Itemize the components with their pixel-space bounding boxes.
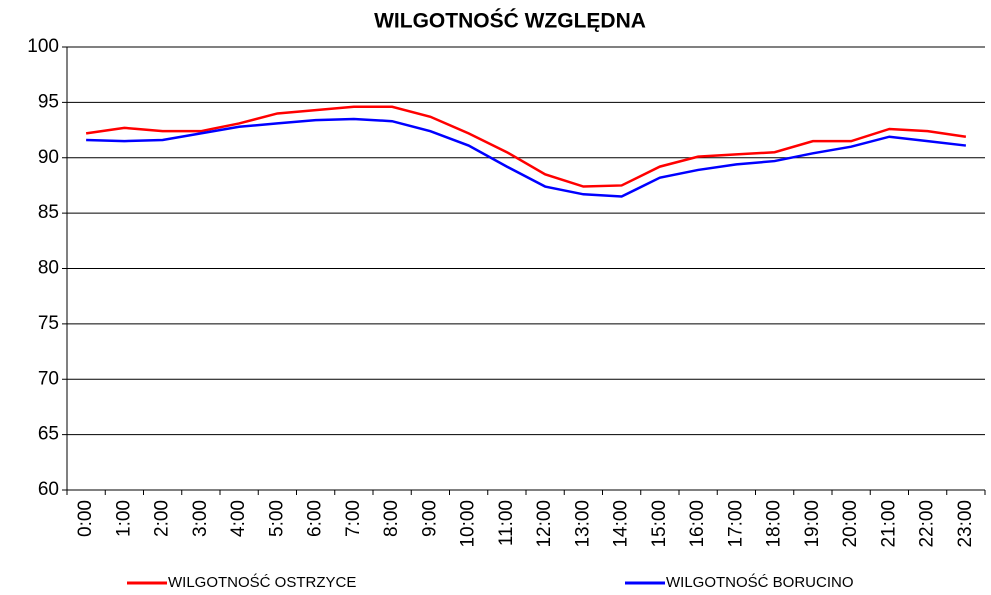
x-tick-label: 7:00 xyxy=(343,500,364,537)
x-tick-label: 16:00 xyxy=(687,500,708,548)
legend-label: WILGOTNOŚĆ OSTRZYCE xyxy=(168,573,356,591)
x-tick-label: 18:00 xyxy=(764,500,785,548)
x-tick-label: 20:00 xyxy=(840,500,861,548)
x-tick-label: 12:00 xyxy=(534,500,555,548)
x-tick-label: 9:00 xyxy=(419,500,440,537)
x-tick-label: 13:00 xyxy=(572,500,593,548)
x-tick-label: 6:00 xyxy=(305,500,326,537)
x-tick-label: 2:00 xyxy=(152,500,173,537)
y-tick-label: 75 xyxy=(38,313,59,334)
x-tick-label: 3:00 xyxy=(190,500,211,537)
x-tick-label: 15:00 xyxy=(649,500,670,548)
legend-label: WILGOTNOŚĆ BORUCINO xyxy=(666,573,854,591)
x-tick-label: 5:00 xyxy=(266,500,287,537)
x-tick-label: 21:00 xyxy=(878,500,899,548)
x-tick-label: 0:00 xyxy=(75,500,96,537)
line-series xyxy=(86,117,967,198)
y-tick-label: 60 xyxy=(38,479,59,500)
y-tick-label: 70 xyxy=(38,368,59,389)
y-tick-label: 100 xyxy=(27,36,59,57)
x-tick-label: 22:00 xyxy=(917,500,938,548)
chart-title: WILGOTNOŚĆ WZGLĘDNA xyxy=(374,9,646,33)
x-tick-label: 11:00 xyxy=(496,500,517,546)
x-tick-label: 14:00 xyxy=(611,500,632,548)
x-tick-label: 19:00 xyxy=(802,500,823,548)
y-tick-label: 95 xyxy=(38,91,59,112)
x-tick-label: 4:00 xyxy=(228,500,249,537)
line-series xyxy=(85,105,967,188)
y-tick-label: 80 xyxy=(38,258,59,279)
x-tick-label: 17:00 xyxy=(725,500,746,548)
x-tick-label: 1:00 xyxy=(113,500,134,537)
y-tick-label: 90 xyxy=(38,147,59,168)
y-tick-label: 65 xyxy=(38,424,59,445)
x-tick-label: 10:00 xyxy=(458,500,479,548)
x-tick-label: 8:00 xyxy=(381,500,402,537)
x-tick-label: 23:00 xyxy=(955,500,976,548)
y-tick-label: 85 xyxy=(38,202,59,223)
